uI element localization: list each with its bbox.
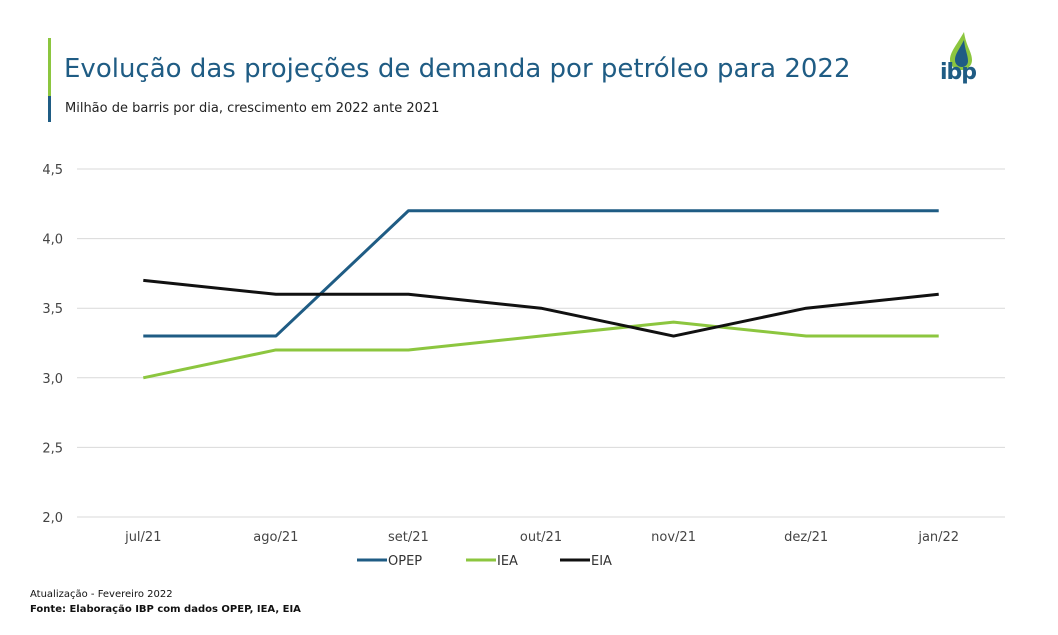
title-accent-bar-lower <box>48 96 51 122</box>
series-line-iea <box>142 320 939 380</box>
y-tick-label: 3,5 <box>42 302 63 317</box>
logo-text: ibp <box>940 60 977 85</box>
source-note: Fonte: Elaboração IBP com dados OPEP, IE… <box>30 604 301 615</box>
y-tick-label: 4,5 <box>42 163 63 178</box>
legend-item-opep: OPEP <box>357 554 422 569</box>
title-accent-bar <box>48 38 51 122</box>
legend-item-eia: EIA <box>560 554 612 569</box>
drop-icon <box>950 32 972 70</box>
y-tick-label: 4,0 <box>42 233 63 248</box>
legend-label: IEA <box>497 554 518 569</box>
gridlines <box>77 168 1005 518</box>
x-tick-label: jan/22 <box>917 530 959 545</box>
legend-label: EIA <box>591 554 612 569</box>
x-tick-label: nov/21 <box>651 530 696 545</box>
x-axis-ticks: jul/21 ago/21 set/21 out/21 nov/21 dez/21 jan/… <box>124 530 959 545</box>
series-line-eia <box>143 278 939 338</box>
chart-title: Evolução das projeções de demanda por pe… <box>64 54 851 84</box>
legend: OPEP IEA EIA <box>357 554 612 569</box>
y-tick-label: 2,0 <box>42 511 63 526</box>
chart-subtitle: Milhão de barris por dia, crescimento em… <box>65 101 440 116</box>
x-tick-label: jul/21 <box>124 530 161 545</box>
y-tick-label: 2,5 <box>42 441 63 456</box>
y-tick-label: 3,0 <box>42 372 63 387</box>
x-tick-label: ago/21 <box>253 530 298 545</box>
x-tick-label: out/21 <box>520 530 562 545</box>
y-axis-ticks: 2,0 2,5 3,0 3,5 4,0 4,5 <box>42 163 63 526</box>
update-note: Atualização - Fevereiro 2022 <box>30 589 173 600</box>
series-line-opep <box>143 209 939 338</box>
legend-label: OPEP <box>388 554 422 569</box>
legend-item-iea: IEA <box>466 554 518 569</box>
series-lines <box>142 209 939 380</box>
x-tick-label: set/21 <box>388 530 429 545</box>
x-tick-label: dez/21 <box>784 530 828 545</box>
